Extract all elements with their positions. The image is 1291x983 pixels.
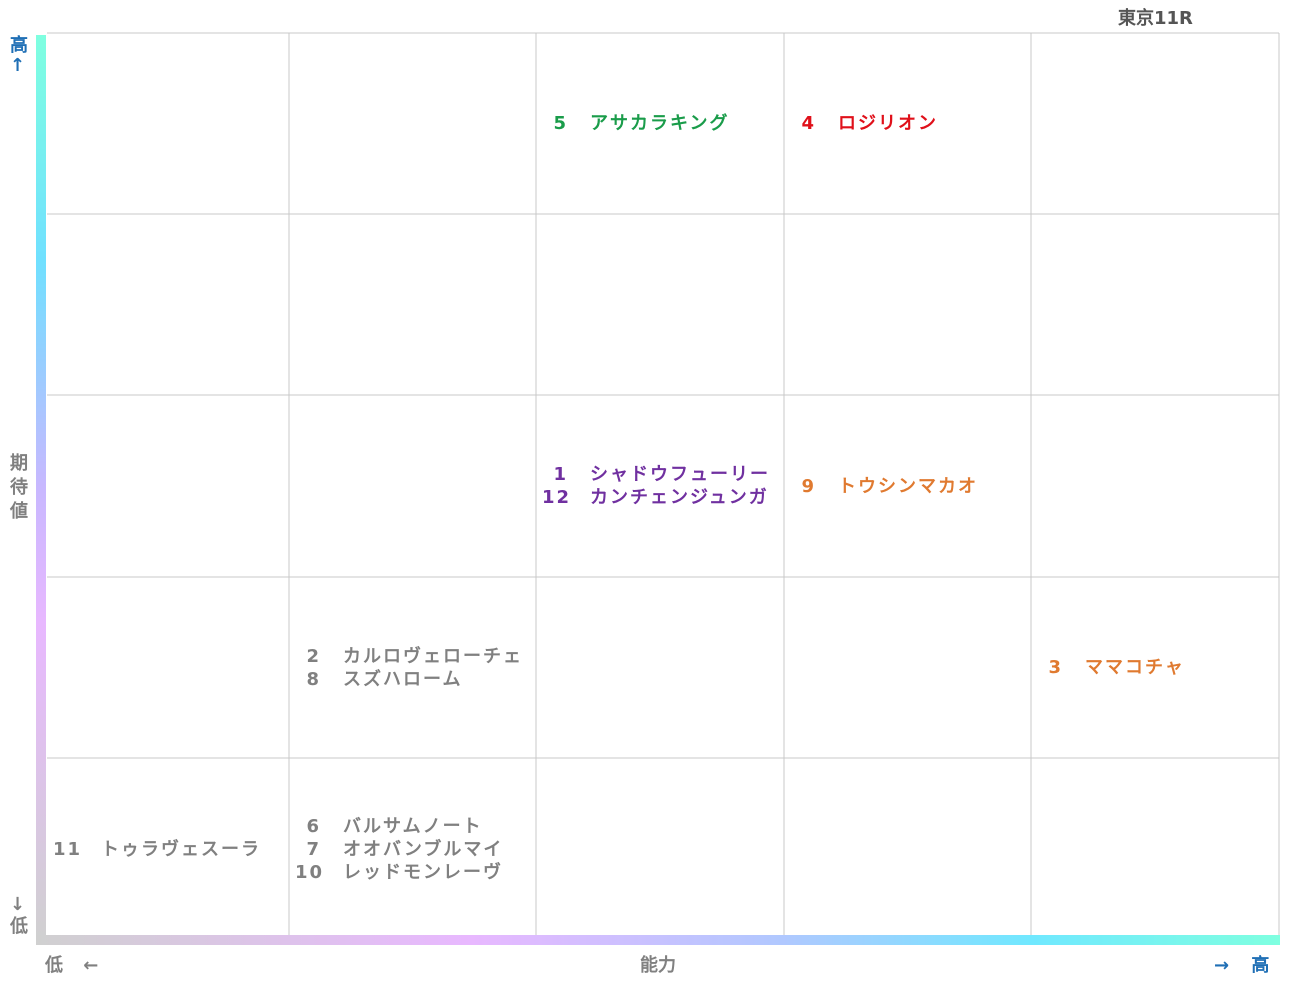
- grid-cell: 5 アサカラキング: [536, 33, 784, 214]
- grid-cell: 2 カルロヴェローチェ 8 スズハローム: [289, 577, 536, 758]
- y-label: 期待値: [10, 453, 28, 522]
- horse-name: カルロヴェローチェ: [343, 645, 523, 667]
- grid-cell: 3 ママコチャ: [1031, 577, 1279, 758]
- horse-number: 5: [553, 113, 568, 134]
- horse-entry: 9 トウシンマカオ: [790, 475, 1031, 498]
- x-label: 能力: [640, 955, 676, 976]
- horse-name: スズハローム: [343, 668, 463, 690]
- horse-name: ママコチャ: [1085, 657, 1185, 678]
- horse-entry: 5 アサカラキング: [542, 112, 784, 135]
- horse-name: バルサムノート: [343, 815, 483, 837]
- horse-number: 9: [801, 475, 816, 497]
- horse-number: 8: [306, 668, 321, 690]
- horse-name: アサカラキング: [590, 113, 730, 134]
- grid-cell: 1 シャドウフューリー 12 カンチェンジュンガ: [536, 395, 784, 577]
- horse-name: カンチェンジュンガ: [590, 487, 769, 508]
- horse-entry: 8 スズハローム: [295, 668, 536, 691]
- horse-number: 6: [306, 815, 321, 837]
- horse-name: トゥラヴェスーラ: [101, 838, 261, 860]
- x-low: 低 ←: [45, 955, 99, 976]
- horse-entry: 7 オオバンブルマイ: [295, 838, 536, 861]
- horse-name: オオバンブルマイ: [343, 838, 504, 860]
- horse-number: 10: [295, 861, 325, 883]
- horse-entry: 10 レッドモンレーヴ: [295, 861, 536, 884]
- horse-number: 7: [306, 838, 321, 860]
- horse-number: 11: [53, 838, 83, 860]
- grid-lines: [47, 32, 1280, 940]
- grid-cell: 11 トゥラヴェスーラ: [47, 758, 289, 940]
- horse-entry: 2 カルロヴェローチェ: [295, 645, 536, 668]
- horse-entry: 12 カンチェンジュンガ: [542, 486, 784, 509]
- horse-number: 2: [306, 645, 321, 667]
- horse-name: シャドウフューリー: [590, 464, 770, 485]
- horse-number: 4: [801, 113, 816, 134]
- horse-name: ロジリオン: [838, 113, 938, 134]
- horse-entry: 4 ロジリオン: [790, 112, 1031, 135]
- title: 東京11R: [1118, 8, 1193, 29]
- horse-number: 1: [553, 464, 568, 485]
- x-axis-bar: [36, 935, 1280, 945]
- y-high: 高↑: [10, 35, 28, 76]
- grid-cell: 4 ロジリオン: [784, 33, 1031, 214]
- horse-name: トウシンマカオ: [838, 475, 978, 497]
- horse-number: 3: [1048, 657, 1063, 678]
- horse-name: レッドモンレーヴ: [343, 861, 503, 883]
- x-high: → 高: [1214, 955, 1270, 976]
- y-axis-bar: [36, 35, 46, 940]
- horse-number: 12: [542, 487, 572, 508]
- horse-entry: 1 シャドウフューリー: [542, 463, 784, 486]
- horse-entry: 11 トゥラヴェスーラ: [53, 838, 289, 861]
- grid-cell: 9 トウシンマカオ: [784, 395, 1031, 577]
- grid-cell: 6 バルサムノート 7 オオバンブルマイ 10 レッドモンレーヴ: [289, 758, 536, 940]
- horse-entry: 3 ママコチャ: [1037, 656, 1279, 679]
- horse-entry: 6 バルサムノート: [295, 815, 536, 838]
- y-low: ↓低: [10, 894, 28, 937]
